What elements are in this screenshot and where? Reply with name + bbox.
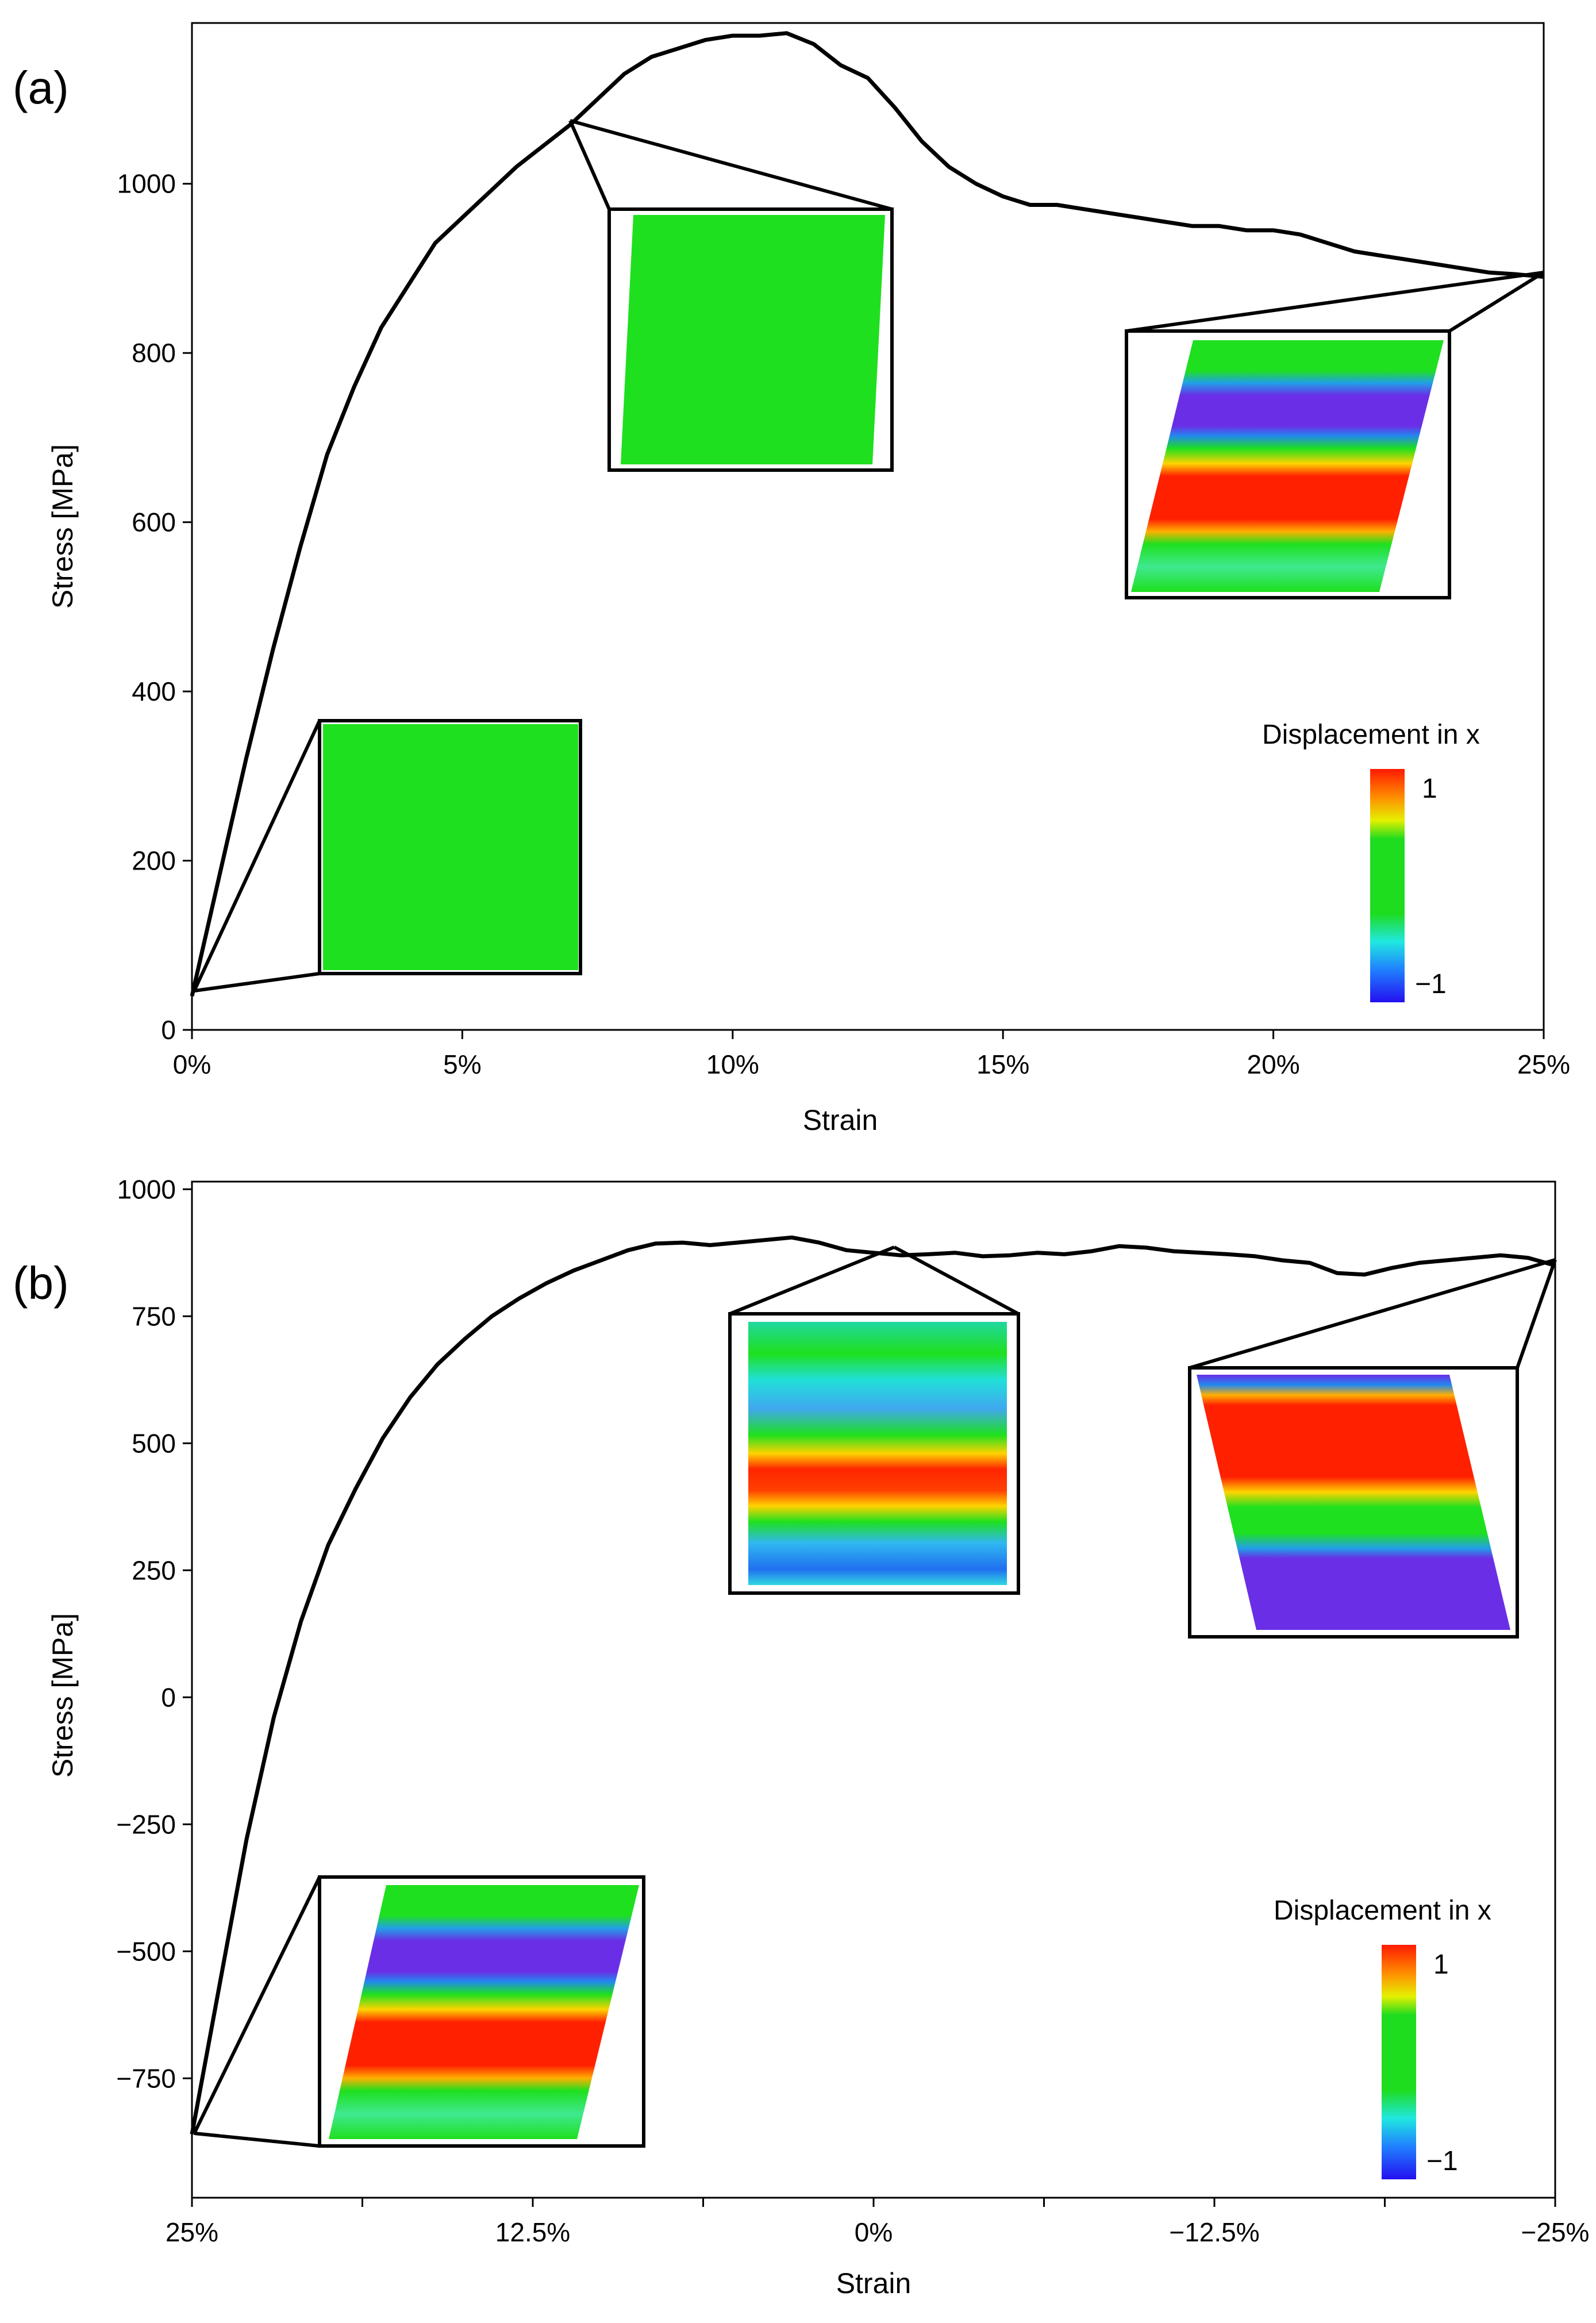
- panel-b-colorbar-legend: Displacement in x 1 −1: [1274, 1895, 1491, 2179]
- panel-a-x-tick-label: 10%: [706, 1049, 759, 1079]
- panel-b-inset-1: [318, 1875, 645, 2148]
- panel-a-inset-3-field: [1131, 340, 1444, 592]
- panel-a-x-tick-label: 15%: [976, 1049, 1029, 1079]
- panel-b-legend-title: Displacement in x: [1274, 1895, 1491, 1926]
- panel-a-colorbar-max-label: 1: [1422, 774, 1437, 804]
- panel-b-colorbar-max-label: 1: [1433, 1949, 1449, 1980]
- panel-a-inset-2: [607, 207, 894, 472]
- panel-a-y-ticks: 0 200 400 600 800 1000: [117, 169, 192, 1045]
- panel-a-y-tick-label: 0: [161, 1015, 176, 1045]
- panel-b-y-axis-label: Stress [MPa]: [47, 1613, 79, 1778]
- panel-a-inset-3: [1125, 329, 1451, 599]
- panel-a-inset-1: [318, 719, 582, 975]
- panel-a-y-tick-label: 1000: [117, 169, 176, 199]
- panel-a-inset-2-field: [621, 215, 885, 464]
- panel-a-colorbar: [1370, 769, 1405, 1002]
- panel-b-y-tick-label: −250: [116, 1809, 176, 1839]
- panel-b-x-tick-label: −12.5%: [1169, 2217, 1259, 2247]
- panel-b-colorbar: [1382, 1945, 1416, 2179]
- panel-b-inset-1-field: [329, 1885, 639, 2139]
- panel-a-plot-frame: [191, 22, 1545, 1031]
- panel-b-y-tick-label: 0: [161, 1682, 176, 1712]
- panel-b: (b) −750 −500 −250 0 250 500 750 1000 25% 12.5% 0…: [13, 1174, 1589, 2299]
- panel-a-y-tick-label: 600: [132, 507, 176, 537]
- panel-b-y-ticks: −750 −500 −250 0 250 500 750 1000: [116, 1174, 192, 2093]
- panel-b-y-tick-label: 750: [132, 1301, 176, 1331]
- panel-b-x-tick-label: −25%: [1521, 2217, 1590, 2247]
- panel-a-y-tick-label: 200: [132, 846, 176, 876]
- panel-b-x-tick-label: 0%: [855, 2217, 893, 2247]
- panel-a-y-axis-label: Stress [MPa]: [47, 444, 79, 609]
- panel-a-colorbar-legend: Displacement in x 1 −1: [1262, 720, 1480, 1002]
- panel-a-y-tick-label: 400: [132, 676, 176, 706]
- panel-b-inset-2-field: [748, 1322, 1007, 1585]
- panel-b-x-ticks: 25% 12.5% 0% −12.5% −25%: [166, 2198, 1590, 2247]
- panel-b-x-tick-label: 25%: [166, 2217, 218, 2247]
- panel-a-stress-strain-curve: [190, 31, 1544, 997]
- panel-b-x-axis-label: Strain: [836, 2267, 912, 2299]
- panel-b-stress-strain-curve: [190, 1235, 1556, 2135]
- panel-b-y-tick-label: 250: [132, 1555, 176, 1585]
- panel-b-callout-lines: [193, 1245, 1557, 2148]
- panel-b-colorbar-min-label: −1: [1426, 2146, 1458, 2176]
- panel-b-label: (b): [13, 1257, 69, 1309]
- panel-a: (a) 0 200 400 600 800 1000 0% 5% 10% 15% 20% 25% S…: [13, 22, 1570, 1136]
- panel-a-callout-lines: [193, 119, 1545, 993]
- panel-a-x-tick-label: 0%: [173, 1049, 211, 1079]
- panel-b-inset-2: [728, 1312, 1020, 1595]
- panel-b-inset-3: [1188, 1366, 1519, 1639]
- panel-b-x-tick-label: 12.5%: [495, 2217, 570, 2247]
- panel-a-label: (a): [13, 62, 69, 113]
- panel-b-inset-3-field: [1197, 1375, 1510, 1630]
- panel-a-x-ticks: 0% 5% 10% 15% 20% 25%: [173, 1030, 1570, 1079]
- panel-a-x-tick-label: 25%: [1517, 1049, 1570, 1079]
- panel-a-legend-title: Displacement in x: [1262, 720, 1480, 750]
- panel-b-y-tick-label: −750: [116, 2063, 176, 2093]
- panel-a-inset-1-field: [323, 724, 578, 970]
- panel-b-y-tick-label: 500: [132, 1428, 176, 1458]
- panel-a-y-tick-label: 800: [132, 338, 176, 368]
- panel-a-x-tick-label: 5%: [443, 1049, 481, 1079]
- panel-a-x-axis-label: Strain: [803, 1104, 878, 1136]
- panel-b-y-tick-label: −500: [116, 1936, 176, 1966]
- panel-b-y-tick-label: 1000: [117, 1174, 176, 1204]
- panel-a-x-tick-label: 20%: [1247, 1049, 1300, 1079]
- panel-a-colorbar-min-label: −1: [1415, 969, 1447, 999]
